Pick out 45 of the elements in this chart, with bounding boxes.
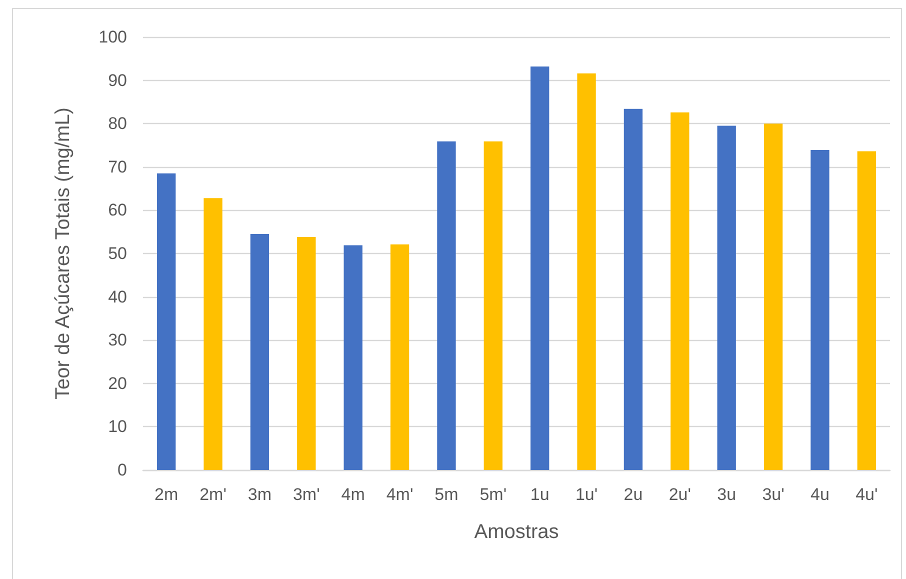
bar [530,66,550,470]
x-tick-label: 5m [434,485,458,504]
bar [484,141,502,470]
y-tick-label: 100 [98,28,127,46]
bar [344,245,362,470]
y-tick-label: 50 [108,244,127,263]
y-tick-label: 60 [108,200,127,220]
bar [297,237,316,470]
x-axis-title: Amostras [474,521,559,543]
x-tick-label: 3u' [762,485,784,504]
bar [624,108,643,470]
y-tick-label: 80 [108,114,127,134]
x-tick-label: 2u' [668,485,691,504]
bar [437,141,456,470]
y-tick-label: 30 [108,330,127,350]
bar [857,151,876,470]
bar [577,73,596,470]
bar [810,150,830,470]
x-tick-label: 1u [530,485,550,504]
y-tick-label: 40 [108,287,127,306]
x-tick-label: 4u' [856,485,878,504]
x-tick-label: 2u [624,485,643,504]
bar [670,112,690,470]
y-axis-title: Teor de Açúcares Totais (mg/mL) [52,108,74,400]
y-tick-label: 10 [108,417,127,436]
x-tick-label: 4m [341,485,365,504]
x-tick-label: 3m [248,485,272,504]
x-tick-label: 3u [717,485,736,504]
x-tick-label: 1u' [575,485,598,504]
bar [250,234,270,470]
y-tick-label: 0 [118,460,127,480]
x-tick-label: 5m' [480,485,507,504]
y-tick-label: 70 [108,157,127,176]
x-tick-label: 2m [154,485,178,504]
x-tick-label: 4u [810,485,830,504]
x-tick-label: 4m' [386,485,414,504]
bar [717,126,736,470]
bar [204,198,222,470]
x-tick-label: 3m' [292,485,320,504]
x-tick-label: 2m' [200,485,226,504]
y-tick-label: 90 [108,70,127,90]
y-tick-label: 20 [108,374,127,393]
bar [157,173,176,470]
bar [390,244,410,470]
bar [764,124,783,470]
